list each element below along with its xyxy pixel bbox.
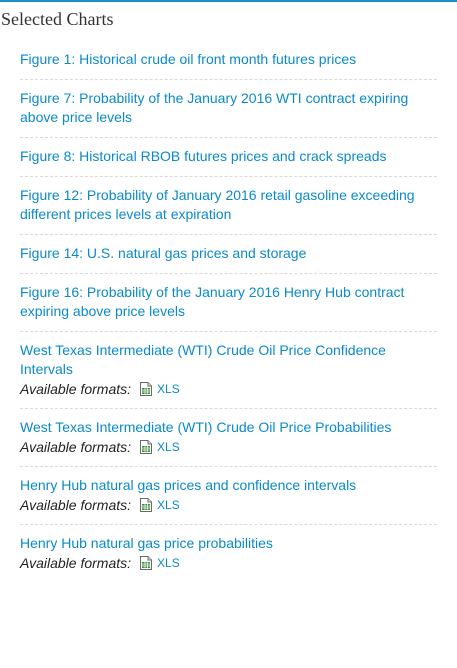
- spreadsheet-icon: [140, 382, 153, 396]
- chart-list: Figure 1: Historical crude oil front mon…: [20, 41, 437, 582]
- chart-link-henry-hub-confidence-intervals[interactable]: Henry Hub natural gas prices and confide…: [20, 477, 357, 493]
- spreadsheet-icon: [140, 440, 153, 454]
- formats-row: Available formats: XLS: [20, 554, 437, 572]
- chart-list-item: Figure 7: Probability of the January 201…: [20, 80, 437, 138]
- chart-list-item: Figure 12: Probability of January 2016 r…: [20, 177, 437, 235]
- chart-list-item: Henry Hub natural gas prices and confide…: [20, 467, 437, 525]
- spreadsheet-icon: [140, 498, 153, 512]
- section-heading: Selected Charts: [1, 9, 114, 29]
- chart-link-figure-8[interactable]: Figure 8: Historical RBOB futures prices…: [20, 148, 387, 164]
- xls-download-link[interactable]: XLS: [140, 438, 180, 456]
- chart-list-item: Figure 16: Probability of the January 20…: [20, 274, 437, 332]
- chart-list-item: Figure 1: Historical crude oil front mon…: [20, 41, 437, 80]
- formats-label: Available formats:: [20, 555, 132, 571]
- chart-link-figure-16[interactable]: Figure 16: Probability of the January 20…: [20, 284, 405, 319]
- chart-link-figure-12[interactable]: Figure 12: Probability of January 2016 r…: [20, 187, 415, 222]
- chart-list-item: Figure 14: U.S. natural gas prices and s…: [20, 235, 437, 274]
- xls-download-link[interactable]: XLS: [140, 380, 180, 398]
- chart-link-figure-7[interactable]: Figure 7: Probability of the January 201…: [20, 90, 409, 125]
- formats-label: Available formats:: [20, 439, 132, 455]
- formats-row: Available formats: XLS: [20, 438, 437, 456]
- spreadsheet-icon: [140, 556, 153, 570]
- chart-list-item: Henry Hub natural gas price probabilitie…: [20, 525, 437, 582]
- xls-label: XLS: [157, 498, 180, 512]
- formats-row: Available formats: XLS: [20, 496, 437, 514]
- xls-label: XLS: [157, 440, 180, 454]
- xls-download-link[interactable]: XLS: [140, 496, 180, 514]
- xls-label: XLS: [157, 382, 180, 396]
- chart-link-henry-hub-probabilities[interactable]: Henry Hub natural gas price probabilitie…: [20, 535, 273, 551]
- top-divider: [0, 0, 457, 2]
- chart-link-wti-confidence-intervals[interactable]: West Texas Intermediate (WTI) Crude Oil …: [20, 342, 386, 377]
- formats-label: Available formats:: [20, 497, 132, 513]
- chart-list-item: Figure 8: Historical RBOB futures prices…: [20, 138, 437, 177]
- chart-link-figure-1[interactable]: Figure 1: Historical crude oil front mon…: [20, 51, 357, 67]
- chart-list-item: West Texas Intermediate (WTI) Crude Oil …: [20, 409, 437, 467]
- chart-list-item: West Texas Intermediate (WTI) Crude Oil …: [20, 332, 437, 409]
- formats-row: Available formats: XLS: [20, 380, 437, 398]
- chart-link-wti-probabilities[interactable]: West Texas Intermediate (WTI) Crude Oil …: [20, 419, 392, 435]
- formats-label: Available formats:: [20, 381, 132, 397]
- xls-label: XLS: [157, 556, 180, 570]
- chart-link-figure-14[interactable]: Figure 14: U.S. natural gas prices and s…: [20, 245, 307, 261]
- xls-download-link[interactable]: XLS: [140, 554, 180, 572]
